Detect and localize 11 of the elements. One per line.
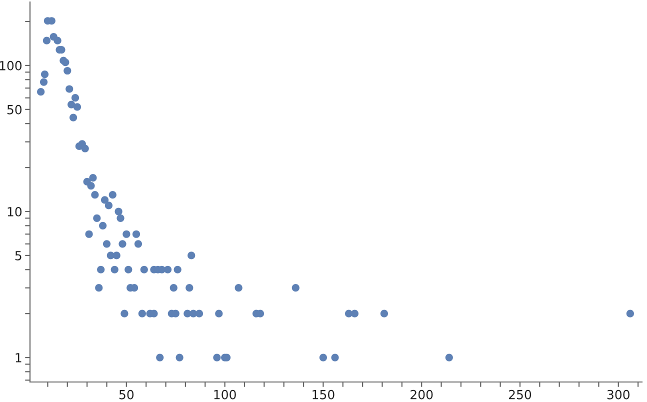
y-tick-label: 100 (0, 60, 22, 70)
x-tick-label: 300 (607, 390, 630, 400)
x-tick-label: 150 (312, 390, 334, 400)
y-tick-label: 50 (7, 104, 22, 114)
y-tick-label: 10 (8, 206, 22, 216)
y-tick-label: 5 (15, 251, 22, 260)
y-tick-label: 1 (16, 353, 22, 362)
x-tick-label: 200 (410, 390, 433, 400)
x-tick-label: 50 (119, 390, 134, 400)
x-tick-label: 250 (508, 390, 532, 400)
x-tick-label: 100 (214, 390, 236, 400)
